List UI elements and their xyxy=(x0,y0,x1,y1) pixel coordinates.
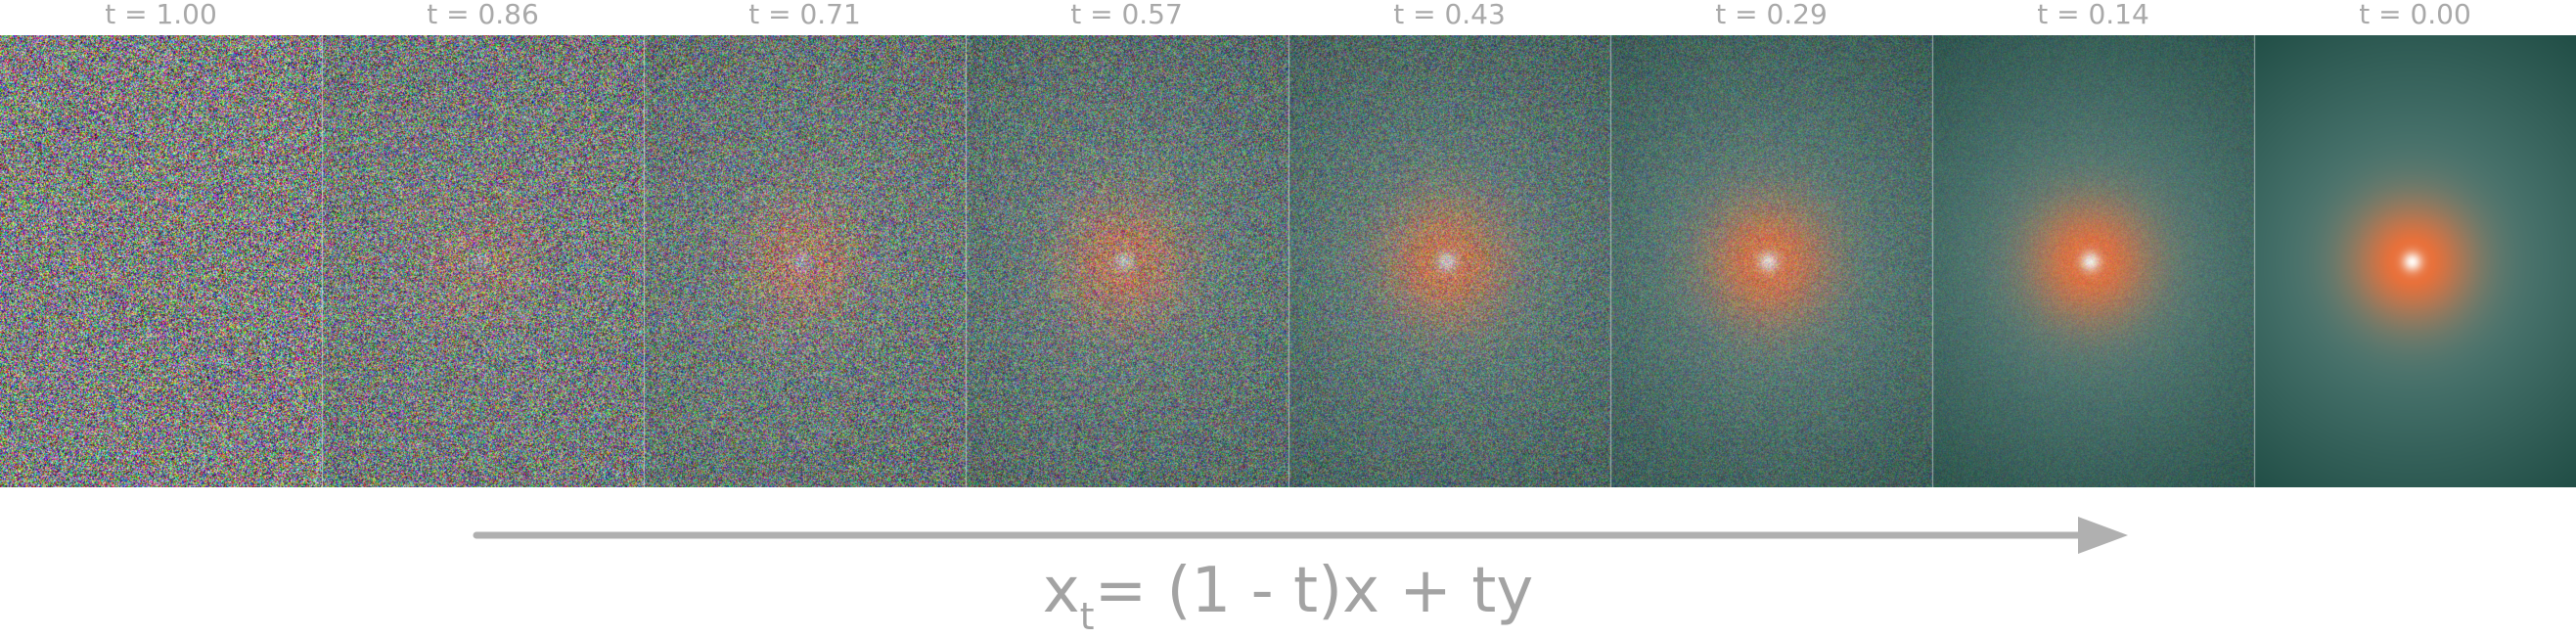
timestep-label: t = 1.00 xyxy=(105,0,217,30)
diffusion-frames-strip xyxy=(0,35,2576,487)
formula-lhs-var: x xyxy=(1042,555,1080,627)
timestep-label: t = 0.14 xyxy=(2037,0,2149,30)
timestep-label: t = 0.29 xyxy=(1715,0,1828,30)
formula-rhs: = (1 - t)x + ty xyxy=(1094,555,1534,627)
timestep-labels: t = 1.00 t = 0.86 t = 0.71 t = 0.57 t = 0.43… xyxy=(0,0,2576,35)
arrow-head xyxy=(2078,517,2128,554)
time-direction-arrow xyxy=(473,517,2128,554)
timestep-label: t = 0.71 xyxy=(748,0,861,30)
timestep-label: t = 0.00 xyxy=(2359,0,2471,30)
timestep-label: t = 0.86 xyxy=(427,0,539,30)
timestep-label: t = 0.43 xyxy=(1393,0,1506,30)
formula-lhs-subscript: t xyxy=(1079,595,1095,638)
interpolation-formula: xt= (1 - t)x + ty xyxy=(0,554,2576,638)
timestep-label: t = 0.57 xyxy=(1070,0,1183,30)
